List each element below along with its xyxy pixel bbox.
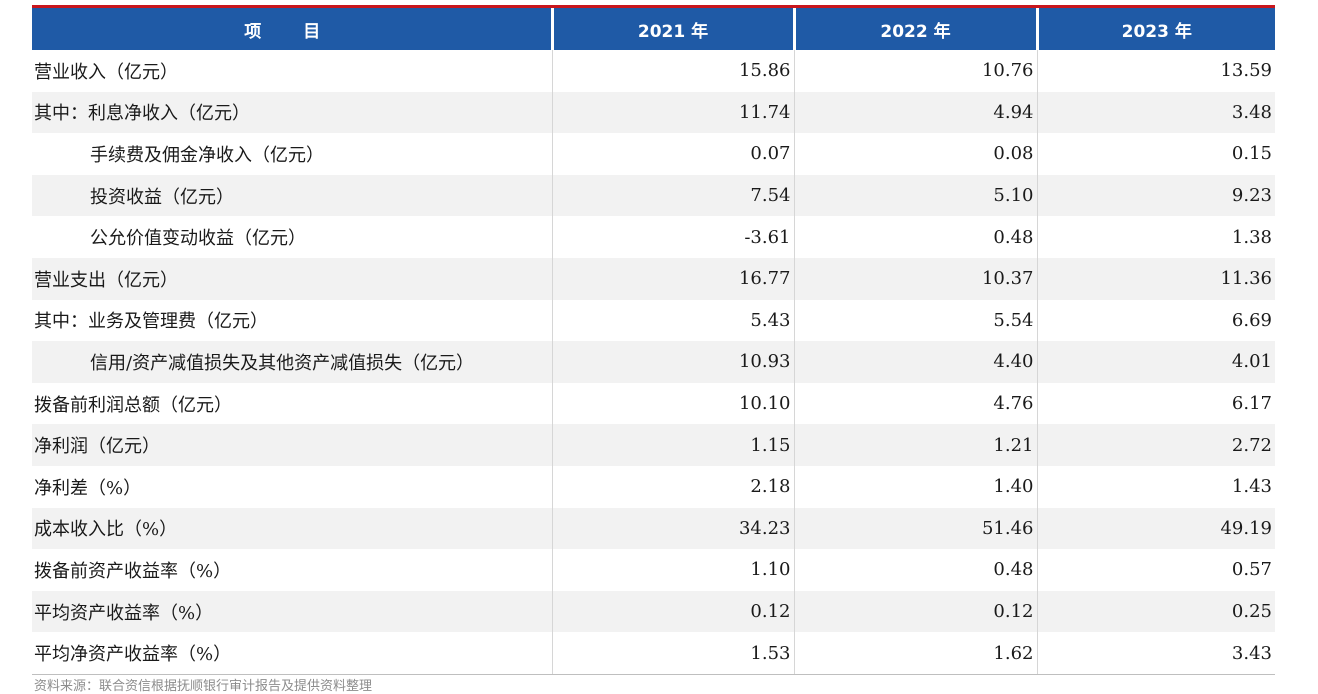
table-row: 投资收益（亿元） 7.54 5.10 9.23: [32, 174, 1275, 217]
value-cell-2023: 9.23: [1036, 174, 1275, 217]
row-label: 成本收入比（%）: [32, 507, 552, 550]
value-cell-2022: 1.21: [793, 424, 1037, 466]
value-cell-2021: 16.77: [551, 257, 794, 300]
table-row: 其中：利息净收入（亿元） 11.74 4.94 3.48: [32, 91, 1275, 134]
header-item: 项 目: [32, 8, 552, 50]
row-label: 净利润（亿元）: [32, 424, 552, 466]
value-cell-2023: 3.43: [1036, 632, 1275, 675]
value-cell-2021: 5.43: [551, 299, 794, 342]
value-cell-2022: 5.10: [793, 174, 1037, 217]
value-cell-2021: 15.86: [551, 50, 794, 92]
row-label: 平均净资产收益率（%）: [32, 632, 552, 675]
row-label: 信用/资产减值损失及其他资产减值损失（亿元）: [32, 341, 552, 383]
top-accent-rule: [32, 5, 1275, 8]
table-header: 项 目 2021 年 2022 年 2023 年: [32, 8, 1275, 50]
financial-data-table: 项 目 2021 年 2022 年 2023 年 营业收入（亿元） 15.86 10…: [32, 8, 1275, 675]
header-row: 项 目 2021 年 2022 年 2023 年: [32, 8, 1275, 50]
value-cell-2023: 13.59: [1036, 50, 1275, 92]
value-cell-2022: 4.40: [793, 341, 1037, 383]
value-cell-2022: 0.12: [793, 590, 1037, 633]
value-cell-2022: 1.62: [793, 632, 1037, 675]
value-cell-2023: 4.01: [1036, 341, 1275, 383]
value-cell-2022: 4.94: [793, 91, 1037, 134]
value-cell-2021: 2.18: [551, 465, 794, 508]
table-row: 营业收入（亿元） 15.86 10.76 13.59: [32, 50, 1275, 92]
table-row: 营业支出（亿元） 16.77 10.37 11.36: [32, 257, 1275, 300]
table-row: 手续费及佣金净收入（亿元） 0.07 0.08 0.15: [32, 133, 1275, 175]
value-cell-2022: 4.76: [793, 382, 1037, 425]
value-cell-2021: 11.74: [551, 91, 794, 134]
value-cell-2021: 34.23: [551, 507, 794, 550]
row-label: 公允价值变动收益（亿元）: [90, 228, 306, 250]
header-year-2022: 2022 年: [792, 8, 1037, 50]
value-cell-2023: 6.17: [1036, 382, 1275, 425]
row-label: 营业支出（亿元）: [32, 257, 552, 300]
table-row: 净利差（%） 2.18 1.40 1.43: [32, 465, 1275, 508]
value-cell-2022: 10.76: [793, 50, 1037, 92]
header-year-2023: 2023 年: [1035, 8, 1275, 50]
value-cell-2023: 0.15: [1036, 133, 1275, 175]
value-cell-2022: 51.46: [793, 507, 1037, 550]
row-label: 手续费及佣金净收入（亿元）: [90, 144, 324, 166]
value-cell-2021: 10.10: [551, 382, 794, 425]
table-body: 营业收入（亿元） 15.86 10.76 13.59 其中：利息净收入（亿元） 11.74…: [32, 50, 1275, 675]
value-cell-2021: 7.54: [551, 174, 794, 217]
value-cell-2022: 0.48: [793, 549, 1037, 591]
row-label: 其中：利息净收入（亿元）: [32, 91, 552, 134]
value-cell-2023: 6.69: [1036, 299, 1275, 342]
value-cell-2023: 1.38: [1036, 216, 1275, 258]
row-label: 平均资产收益率（%）: [32, 590, 552, 633]
value-cell-2021: 0.07: [551, 133, 794, 175]
row-label: 投资收益（亿元）: [32, 174, 552, 217]
value-cell-2023: 1.43: [1036, 465, 1275, 508]
value-cell-2022: 0.48: [793, 216, 1037, 258]
value-cell-2023: 2.72: [1036, 424, 1275, 466]
table-row: 平均资产收益率（%） 0.12 0.12 0.25: [32, 590, 1275, 633]
row-label: 拨备前利润总额（亿元）: [34, 394, 232, 416]
header-year-2021: 2021 年: [550, 8, 794, 50]
table-row: 净利润（亿元） 1.15 1.21 2.72: [32, 424, 1275, 466]
row-label: 拨备前资产收益率（%）: [34, 560, 232, 582]
value-cell-2023: 3.48: [1036, 91, 1275, 134]
value-cell-2021: 1.53: [551, 632, 794, 675]
value-cell-2023: 0.25: [1036, 590, 1275, 633]
row-label: 其中：业务及管理费（亿元）: [34, 311, 268, 333]
value-cell-2022: 0.08: [793, 133, 1037, 175]
table-row: 其中：业务及管理费（亿元） 5.43 5.54 6.69: [32, 299, 1275, 342]
value-cell-2022: 1.40: [793, 465, 1037, 508]
source-footnote: 资料来源：联合资信根据抚顺银行审计报告及提供资料整理: [34, 679, 373, 694]
value-cell-2021: 1.15: [551, 424, 794, 466]
value-cell-2022: 5.54: [793, 299, 1037, 342]
value-cell-2021: -3.61: [551, 216, 794, 258]
value-cell-2023: 49.19: [1036, 507, 1275, 550]
table-row: 信用/资产减值损失及其他资产减值损失（亿元） 10.93 4.40 4.01: [32, 341, 1275, 383]
table-row: 拨备前资产收益率（%） 1.10 0.48 0.57: [32, 549, 1275, 591]
value-cell-2023: 11.36: [1036, 257, 1275, 300]
value-cell-2021: 0.12: [551, 590, 794, 633]
value-cell-2023: 0.57: [1036, 549, 1275, 591]
table-row: 公允价值变动收益（亿元） -3.61 0.48 1.38: [32, 216, 1275, 258]
row-label: 净利差（%）: [34, 477, 142, 499]
row-label: 营业收入（亿元）: [34, 61, 178, 83]
table-row: 拨备前利润总额（亿元） 10.10 4.76 6.17: [32, 382, 1275, 425]
table-row: 成本收入比（%） 34.23 51.46 49.19: [32, 507, 1275, 550]
value-cell-2021: 1.10: [551, 549, 794, 591]
value-cell-2021: 10.93: [551, 341, 794, 383]
table-row: 平均净资产收益率（%） 1.53 1.62 3.43: [32, 632, 1275, 675]
value-cell-2022: 10.37: [793, 257, 1037, 300]
